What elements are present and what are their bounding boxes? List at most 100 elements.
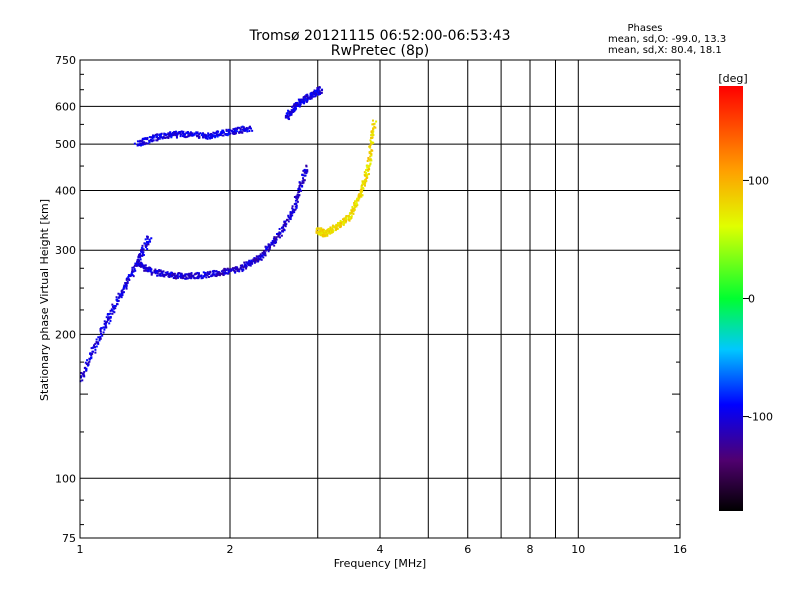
echo-point [199, 132, 202, 135]
echo-point [261, 251, 264, 254]
echo-point [194, 272, 197, 275]
echo-point [301, 101, 304, 104]
echo-point [306, 93, 309, 96]
echo-point [138, 253, 141, 256]
echo-point [173, 272, 176, 275]
echo-point [298, 181, 301, 184]
echo-point [293, 105, 296, 108]
echo-point [315, 230, 318, 233]
echo-point [139, 258, 142, 261]
echo-point [290, 109, 293, 112]
echo-point [219, 274, 222, 277]
x-tick-label: 8 [527, 543, 534, 556]
echo-point [143, 141, 146, 144]
echo-point [295, 204, 298, 207]
echo-point [359, 192, 362, 195]
echo-point [107, 317, 110, 320]
echo-point [282, 228, 285, 231]
echo-point [263, 253, 266, 256]
echo-point [301, 180, 304, 183]
echo-point [123, 284, 126, 287]
echo-point [350, 216, 353, 219]
echo-point [99, 328, 102, 331]
echo-point [214, 135, 217, 138]
echo-point [368, 164, 371, 167]
echo-point [283, 220, 286, 223]
echo-point [289, 218, 292, 221]
echo-point [252, 258, 255, 261]
echo-point [104, 324, 107, 327]
echo-point [218, 271, 221, 274]
echo-point [166, 272, 169, 275]
echo-point [361, 180, 364, 183]
echo-point [239, 131, 242, 134]
echo-point [92, 346, 95, 349]
echo-point [225, 272, 228, 275]
echo-point [367, 156, 370, 159]
colorbar: [deg] 100 0 -100 [718, 72, 773, 511]
echo-point [304, 95, 307, 98]
echo-point [296, 198, 299, 201]
echo-point [105, 322, 108, 325]
echo-point [144, 137, 147, 140]
echo-point [83, 374, 86, 377]
echo-point [178, 130, 181, 133]
echo-point [156, 272, 159, 275]
y-axis-ticks: 75 100 200 300 400 500 600 750 [55, 54, 680, 545]
echo-point [143, 143, 146, 146]
echo-point [294, 199, 297, 202]
echo-point [224, 133, 227, 136]
echo-point [249, 125, 252, 128]
echo-point [334, 228, 337, 231]
echo-point [104, 321, 107, 324]
echo-point [185, 132, 188, 135]
echo-point [212, 134, 215, 137]
echo-point [347, 214, 350, 217]
echo-point [369, 162, 372, 165]
echo-point [369, 158, 372, 161]
echo-point [298, 194, 301, 197]
echo-point [226, 133, 229, 136]
echo-point [182, 276, 185, 279]
echo-point [112, 306, 115, 309]
echo-point [276, 233, 279, 236]
echo-point [197, 272, 200, 275]
echo-point [151, 137, 154, 140]
echo-point [302, 169, 305, 172]
echo-point [289, 213, 292, 216]
x-tick-label: 10 [571, 543, 585, 556]
echo-point [175, 277, 178, 280]
echo-point [202, 275, 205, 278]
plot-frame [79, 59, 681, 539]
echo-point [339, 225, 342, 228]
echo-point [292, 110, 295, 113]
echo-point [207, 134, 210, 137]
echo-point [360, 186, 363, 189]
echo-point [112, 310, 115, 313]
colorbar-ticks: 100 0 -100 [743, 174, 773, 424]
x-tick-label: 6 [464, 543, 471, 556]
echo-point [265, 248, 268, 251]
echo-point [353, 208, 356, 211]
echo-point [356, 199, 359, 202]
echo-point [240, 126, 243, 129]
echo-point [224, 272, 227, 275]
echo-point [354, 200, 357, 203]
y-tick-label: 100 [55, 472, 76, 485]
echo-point [189, 134, 192, 137]
echo-point [85, 367, 88, 370]
echo-point [196, 134, 199, 137]
echo-point [201, 276, 204, 279]
echo-point [245, 126, 248, 129]
echo-point [152, 134, 155, 137]
echo-point [165, 136, 168, 139]
echo-point [361, 194, 364, 197]
echo-point [342, 218, 345, 221]
echo-point [370, 153, 373, 156]
echo-point [310, 92, 313, 95]
echo-point [197, 277, 200, 280]
echo-point [144, 264, 147, 267]
echo-point [299, 99, 302, 102]
echo-point [281, 226, 284, 229]
y-tick-label: 750 [55, 54, 76, 67]
